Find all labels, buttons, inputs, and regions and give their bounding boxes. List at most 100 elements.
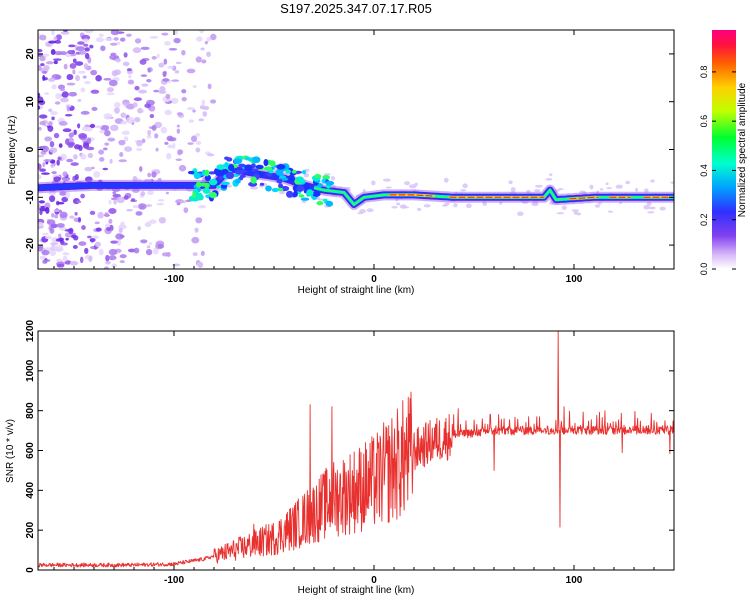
spectrogram-noise-blob <box>99 157 104 162</box>
spectrogram-turbulent-blob <box>296 185 304 192</box>
spectrogram-turbulent-blob <box>209 192 217 198</box>
spectrogram-noise-blob <box>122 102 129 105</box>
spectrogram-turbulent-blob <box>255 165 263 169</box>
spectrogram-noise-blob <box>64 64 68 70</box>
spectrogram-noise-blob <box>157 203 165 206</box>
spectrogram-noise-blob <box>109 55 116 60</box>
spectrogram-turbulent-blob <box>288 175 295 182</box>
spectrogram-faint-blob <box>608 211 613 213</box>
spectrogram-noise-blob <box>80 154 86 160</box>
spectrogram-noise-blob <box>119 152 123 157</box>
spectrogram-faint-blob <box>250 186 258 189</box>
spectrogram-noise-blob <box>53 176 61 181</box>
spectrogram-noise-blob <box>61 31 70 34</box>
spectrogram-noise-blob <box>198 262 203 268</box>
spectrogram-faint-blob <box>557 212 565 214</box>
spectrogram-noise-blob <box>83 76 87 79</box>
spectrogram-faint-blob <box>647 211 654 213</box>
spectrogram-noise-blob <box>105 38 113 41</box>
spectrogram-noise-blob <box>113 199 117 204</box>
spectrogram-turbulent-blob <box>221 182 230 186</box>
spectrogram-turbulent-blob <box>268 170 273 173</box>
spectrogram-noise-blob <box>39 200 45 203</box>
spectrogram-noise-blob <box>135 38 141 43</box>
spectrogram-noise-blob <box>177 112 183 116</box>
spectrogram-noise-blob <box>103 78 111 81</box>
spectrogram-turbulent-blob <box>276 179 282 184</box>
spectrogram-turbulent-blob <box>304 183 310 189</box>
spectrogram-noise-blob <box>79 50 86 54</box>
spectrogram-noise-blob <box>41 250 49 255</box>
spectrogram-noise-blob <box>62 91 69 97</box>
spectrogram-noise-blob <box>193 85 197 88</box>
spectrogram-turbulent-blob <box>302 170 306 174</box>
colorbar-tick-label: 0.2 <box>699 213 709 226</box>
spectrogram-noise-blob <box>151 171 156 177</box>
spectrogram-noise-blob <box>84 29 93 34</box>
spectrogram-noise-blob <box>149 242 152 245</box>
spectrogram-faint-blob <box>595 204 600 207</box>
spectrogram-faint-blob <box>535 185 543 188</box>
spectrogram-noise-blob <box>138 90 147 94</box>
spectrogram-noise-blob <box>136 148 142 151</box>
spectrogram-noise-blob <box>166 192 169 195</box>
spectrogram-noise-blob <box>42 75 45 81</box>
spectrogram-turbulent-blob <box>296 176 304 181</box>
spectrogram-faint-blob <box>558 188 564 190</box>
spectrogram-noise-blob <box>65 192 70 199</box>
spectrogram-noise-blob <box>67 50 75 54</box>
spectrogram-noise-blob <box>165 94 170 99</box>
spectrogram-noise-blob <box>88 256 92 262</box>
spectrogram-noise-blob <box>161 33 168 36</box>
spectrogram-noise-blob <box>133 47 141 53</box>
spectrogram-noise-blob <box>39 209 42 215</box>
spectrogram-noise-blob <box>133 102 138 107</box>
spectrogram-turbulent-blob <box>260 183 264 186</box>
spectrogram-noise-blob <box>126 34 132 37</box>
spectrogram-noise-blob <box>84 167 92 172</box>
spectrogram-noise-blob <box>51 84 56 89</box>
spectrogram-noise-blob <box>120 254 127 258</box>
spectrogram-faint-blob <box>635 188 638 192</box>
spectrogram-noise-blob <box>191 237 199 244</box>
spectrogram-noise-blob <box>116 58 121 62</box>
spectrogram-noise-blob <box>50 111 58 115</box>
spectrogram-noise-blob <box>46 61 54 64</box>
spectrogram-noise-blob <box>158 63 164 68</box>
spectrogram-noise-blob <box>164 110 171 115</box>
spectrogram-noise-blob <box>114 102 121 108</box>
spectrogram-noise-blob <box>149 219 157 223</box>
spectrogram-noise-blob <box>139 166 142 172</box>
spectrogram-noise-blob <box>195 217 202 223</box>
spectrogram-turbulent-blob <box>235 170 244 175</box>
spectrogram-noise-blob <box>109 249 117 255</box>
spectrogram-noise-blob <box>42 162 45 167</box>
spectrogram-noise-blob <box>84 81 91 84</box>
spectrogram-noise-blob <box>65 238 69 241</box>
colorbar-label: Normalized spectral amplitude <box>737 82 748 217</box>
spectrogram-noise-blob <box>110 240 118 243</box>
colorbar-tick-label: 0.6 <box>699 115 709 128</box>
colorbar-tick-label: 0.4 <box>699 164 709 177</box>
snr-x-tick-label: -100 <box>164 575 184 586</box>
spectrogram-noise-blob <box>90 238 96 242</box>
spectrogram-y-tick-label: 10 <box>25 96 36 108</box>
spectrogram-x-tick-label: 100 <box>566 274 583 285</box>
spectrogram-noise-blob <box>109 200 112 204</box>
spectrogram-noise-blob <box>169 48 178 51</box>
spectrogram-noise-blob <box>83 44 88 47</box>
spectrogram-faint-blob <box>562 206 567 210</box>
spectrogram-noise-blob <box>183 207 188 213</box>
spectrogram-noise-blob <box>109 80 118 87</box>
spectrogram-noise-blob <box>75 174 79 180</box>
spectrogram-noise-blob <box>99 34 104 37</box>
spectrogram-turbulent-blob <box>225 162 229 167</box>
spectrogram-faint-blob <box>549 173 552 176</box>
spectrogram-noise-blob <box>158 199 165 201</box>
spectrogram-noise-blob <box>63 256 68 262</box>
spectrogram-noise-blob <box>194 227 198 232</box>
spectrogram-noise-blob <box>187 142 193 145</box>
spectrogram-noise-blob <box>114 37 119 41</box>
spectrogram-noise-blob <box>50 141 55 147</box>
spectrogram-noise-blob <box>152 125 157 131</box>
